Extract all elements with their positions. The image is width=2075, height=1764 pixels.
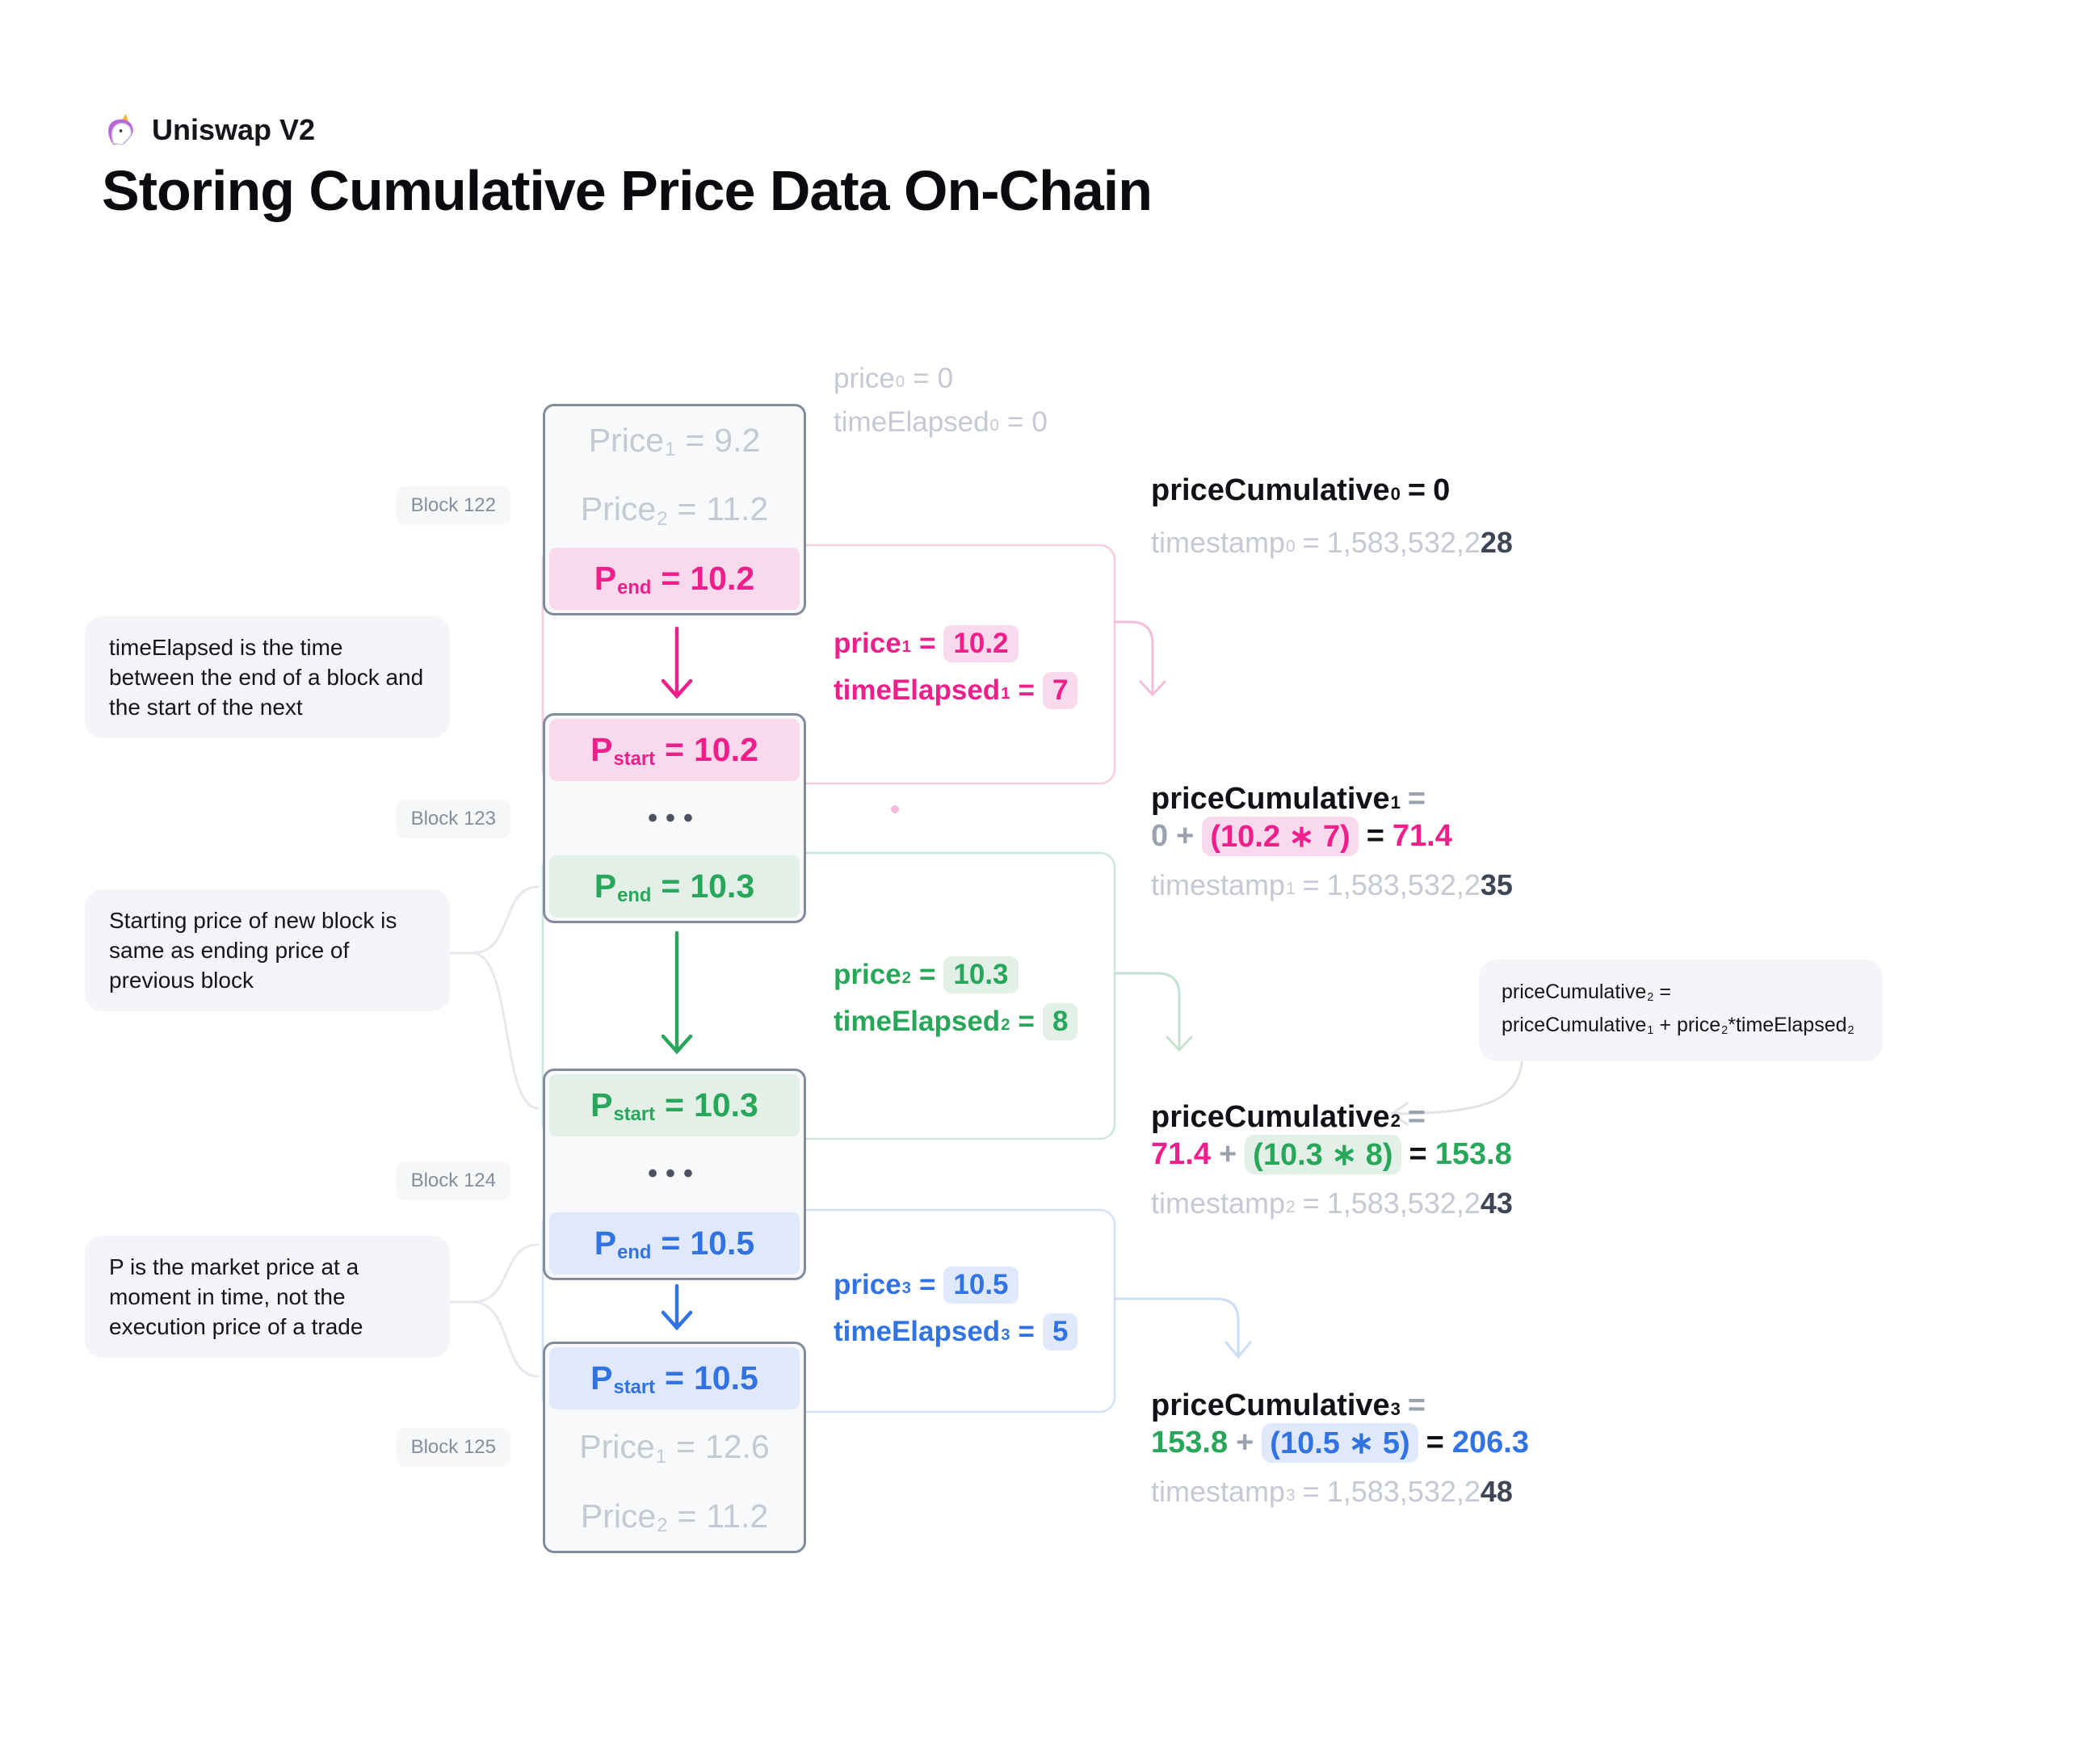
block-123: Pstart = 10.2 ••• Pend = 10.3 (543, 713, 806, 923)
connector-arrow-pink (1113, 620, 1166, 697)
timestamp-2: timestamp 2 = 1,583,532,2 43 (1151, 1186, 1513, 1220)
note-line-1: priceCumulative2 = (1502, 981, 1671, 1005)
callout-start-price: Starting price of new block is same as e… (85, 889, 450, 1011)
timestamp-0: timestamp 0 = 1,583,532,2 28 (1151, 526, 1513, 559)
block-122: Price1 = 9.2 Price2 = 11.2 Pend = 10.2 (543, 404, 806, 615)
pair-1: price 1 = 10.2 timeElapsed 1 = 7 (834, 620, 1078, 714)
pair-0: price 0 = 0 timeElapsed 0 = 0 (834, 357, 1048, 444)
connector-arrow-blue (1113, 1297, 1252, 1359)
cumulative-equation-3: 153.8 + (10.5 ∗ 5) = 206.3 (1151, 1422, 1529, 1463)
time-elapsed-3: timeElapsed 3 = 5 (834, 1308, 1078, 1355)
price-cumulative-2: priceCumulative 2 = (1151, 1099, 1426, 1134)
block-label-124: Block 124 (396, 1161, 510, 1200)
app-brand: Uniswap V2 (103, 111, 315, 149)
timestamp-1: timestamp 1 = 1,583,532,2 35 (1151, 868, 1513, 901)
block-row: Price2 = 11.2 (580, 490, 769, 530)
block-row: Price1 = 9.2 (588, 422, 761, 461)
block-row-p-end: Pend = 10.5 (545, 1209, 804, 1278)
note-arrow (1390, 1056, 1524, 1126)
callout-fork-market-price (448, 1243, 540, 1378)
block-row-p-start: Pstart = 10.5 (545, 1344, 804, 1413)
page-title: Storing Cumulative Price Data On-Chain (102, 159, 1153, 222)
block-arrow-blue (661, 1283, 693, 1331)
decorative-dot (891, 805, 899, 813)
brand-name: Uniswap V2 (152, 113, 316, 146)
row-highlight (549, 855, 800, 918)
block-row-ellipsis: ••• (648, 1158, 701, 1190)
price-cumulative-1: priceCumulative 1 = (1151, 781, 1426, 816)
block-row-ellipsis: ••• (648, 802, 701, 834)
price-0: price 0 = 0 (834, 363, 954, 394)
price-cumulative-3: priceCumulative 3 = (1151, 1388, 1426, 1422)
block-label-122: Block 122 (396, 486, 510, 525)
note-line-2: priceCumulative1 + price2*timeElapsed2 (1502, 1014, 1854, 1038)
block-arrow-pink (661, 626, 693, 699)
block-label-123: Block 123 (396, 800, 510, 838)
bracket-blue (541, 1208, 1116, 1413)
pair-2: price 2 = 10.3 timeElapsed 2 = 8 (834, 951, 1078, 1045)
block-row: Price1 = 12.6 (579, 1428, 770, 1468)
block-125: Pstart = 10.5 Price1 = 12.6 Price2 = 11.2 (543, 1342, 806, 1553)
callout-time-elapsed: timeElapsed is the time between the end … (85, 616, 450, 738)
time-elapsed-0: timeElapsed 0 = 0 (834, 406, 1048, 438)
bracket-pink (541, 544, 1116, 785)
time-elapsed-2: timeElapsed 2 = 8 (834, 998, 1078, 1045)
cumulative-equation-1: 0 + (10.2 ∗ 7) = 71.4 (1151, 816, 1513, 856)
price-1: price 1 = 10.2 (834, 620, 1077, 667)
bracket-green (541, 851, 1116, 1140)
cumulative-2: priceCumulative 2 = 71.4 + (10.3 ∗ 8) = 15… (1151, 1098, 1513, 1221)
block-label-125: Block 125 (396, 1428, 510, 1467)
block-row-p-end: Pend = 10.3 (545, 852, 804, 921)
connector-arrow-green (1113, 972, 1193, 1052)
row-highlight (549, 547, 800, 610)
block-row: Price2 = 11.2 (580, 1497, 769, 1537)
price-3: price 3 = 10.5 (834, 1262, 1077, 1308)
block-arrow-green (661, 930, 693, 1055)
cumulative-formula-note: priceCumulative2 = priceCumulative1 + price… (1479, 960, 1883, 1061)
cumulative-equation-2: 71.4 + (10.3 ∗ 8) = 153.8 (1151, 1134, 1513, 1174)
cumulative-0: priceCumulative 0 = 0 timestamp 0 = 1,583,532,… (1151, 472, 1513, 561)
block-row-p-start: Pstart = 10.2 (545, 716, 804, 784)
block-124: Pstart = 10.3 ••• Pend = 10.5 (543, 1069, 806, 1280)
row-highlight (549, 1074, 800, 1137)
block-row-p-end: Pend = 10.2 (545, 544, 804, 613)
price-2: price 2 = 10.3 (834, 951, 1077, 998)
timestamp-3: timestamp 3 = 1,583,532,2 48 (1151, 1475, 1513, 1508)
callout-fork-start-price (448, 885, 540, 1110)
cumulative-1: priceCumulative 1 = 0 + (10.2 ∗ 7) = 71.4 … (1151, 780, 1513, 903)
row-highlight (549, 1212, 800, 1275)
pair-3: price 3 = 10.5 timeElapsed 3 = 5 (834, 1262, 1078, 1355)
unicorn-icon (103, 111, 141, 149)
time-elapsed-1: timeElapsed 1 = 7 (834, 667, 1078, 714)
cumulative-3: priceCumulative 3 = 153.8 + (10.5 ∗ 5) = 2… (1151, 1387, 1529, 1510)
price-cumulative-0: priceCumulative 0 = 0 (1151, 472, 1451, 507)
block-row-p-start: Pstart = 10.3 (545, 1071, 804, 1140)
row-highlight (549, 1347, 800, 1410)
row-highlight (549, 719, 800, 781)
callout-market-price: P is the market price at a moment in tim… (85, 1236, 450, 1358)
